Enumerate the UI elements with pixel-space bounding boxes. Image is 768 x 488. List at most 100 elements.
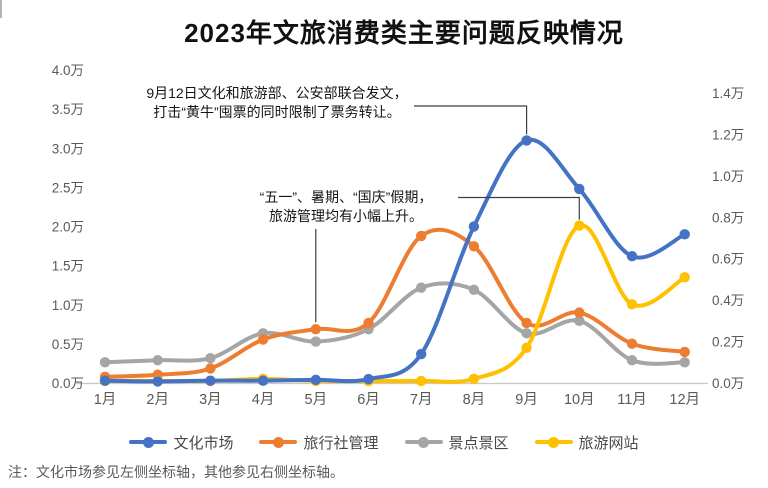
- data-point-travel-websites: [626, 299, 638, 310]
- data-point-culture-market: [152, 376, 163, 387]
- x-axis-label: 6月: [357, 392, 380, 408]
- data-point-travel-websites: [416, 375, 427, 387]
- x-axis-label: 8月: [463, 392, 486, 408]
- x-axis-label: 1月: [94, 392, 117, 408]
- data-point-culture-market: [574, 183, 585, 195]
- legend-label: 旅游网站: [578, 434, 639, 452]
- data-point-travel-agency: [626, 338, 638, 349]
- x-axis-label: 12月: [669, 392, 700, 408]
- x-axis-label: 9月: [515, 392, 538, 408]
- legend-dot-icon: [272, 436, 284, 448]
- data-point-scenic-spots: [574, 315, 585, 327]
- data-point-scenic-spots: [205, 352, 216, 364]
- legend-item-scenic-spots: 景点景区: [404, 432, 509, 453]
- legend-marker-icon: [259, 436, 298, 448]
- y-axis-label-right: 0.4万: [712, 293, 744, 308]
- data-point-culture-market: [468, 221, 480, 232]
- legend-marker-icon: [129, 436, 168, 448]
- legend-label: 景点景区: [448, 434, 509, 452]
- legend-label: 文化市场: [173, 434, 234, 452]
- x-axis-label: 5月: [305, 392, 328, 408]
- data-point-travel-websites: [521, 342, 532, 353]
- data-point-travel-agency: [521, 317, 532, 329]
- data-point-culture-market: [205, 375, 216, 386]
- y-axis-label-right: 0.2万: [712, 335, 744, 350]
- data-point-scenic-spots: [468, 284, 480, 295]
- y-axis-label-left: 3.5万: [52, 102, 84, 117]
- series-line-culture-market: [103, 137, 687, 384]
- y-axis-label-left: 2.0万: [52, 220, 84, 235]
- data-point-scenic-spots: [416, 282, 427, 293]
- y-axis-label-left: 1.0万: [52, 298, 84, 313]
- data-point-scenic-spots: [310, 336, 321, 347]
- y-axis-label-left: 0.0万: [52, 376, 84, 391]
- series-line-travel-websites: [103, 223, 687, 384]
- legend-label: 旅行社管理: [303, 434, 379, 452]
- y-axis-label-right: 0.8万: [712, 210, 744, 225]
- data-point-travel-agency: [205, 363, 216, 374]
- data-point-scenic-spots: [679, 357, 690, 368]
- y-axis-label-right: 1.4万: [712, 86, 744, 101]
- annotation-holidays-line-2: 旅游管理均有小幅上升。: [269, 208, 423, 224]
- y-axis-label-left: 3.0万: [52, 141, 84, 156]
- x-axis-label: 11月: [617, 392, 647, 408]
- data-point-culture-market: [363, 373, 374, 385]
- y-axis-label-right: 0.0万: [712, 376, 744, 391]
- series-line-travel-agency: [103, 227, 687, 379]
- y-axis-label-right: 0.6万: [712, 252, 744, 267]
- x-axis-label: 4月: [252, 392, 275, 408]
- data-point-travel-agency: [416, 230, 427, 242]
- legend-dot-icon: [142, 436, 154, 448]
- data-point-travel-agency: [574, 307, 585, 318]
- data-point-scenic-spots: [152, 355, 163, 366]
- annotation-policy-line-1: 9月12日文化和旅游部、公安部联合发文，: [146, 85, 408, 101]
- data-point-travel-agency: [363, 317, 374, 329]
- data-point-travel-agency: [310, 323, 321, 335]
- data-point-travel-agency: [679, 346, 690, 358]
- data-point-travel-websites: [679, 272, 690, 283]
- data-point-scenic-spots: [626, 355, 638, 366]
- data-point-culture-market: [521, 135, 532, 146]
- data-point-culture-market: [416, 348, 427, 360]
- data-point-culture-market: [257, 375, 269, 386]
- data-point-culture-market: [99, 375, 111, 386]
- data-point-scenic-spots: [521, 328, 532, 339]
- data-point-culture-market: [626, 251, 638, 262]
- legend-dot-icon: [418, 436, 429, 448]
- x-axis-label: 10月: [564, 392, 595, 408]
- legend-dot-icon: [548, 436, 560, 448]
- annotation-holidays-line-1: “五一”、暑期、“国庆”假期，: [259, 189, 433, 205]
- legend-marker-icon: [404, 436, 443, 448]
- y-axis-label-right: 1.0万: [712, 169, 744, 184]
- leader-holiday-to-oct-peak: [458, 196, 580, 220]
- footnote: 注：文化市场参见左侧坐标轴，其他参见右侧坐标轴。: [8, 464, 344, 480]
- y-axis-label-left: 0.5万: [52, 337, 84, 352]
- y-axis-label-right: 1.2万: [712, 127, 744, 142]
- data-point-culture-market: [679, 229, 690, 240]
- legend-item-culture-market: 文化市场: [129, 432, 233, 453]
- data-point-culture-market: [310, 374, 321, 386]
- leader-policy-to-sep-peak: [414, 105, 528, 135]
- data-point-travel-websites: [468, 373, 480, 385]
- legend-item-travel-websites: 旅游网站: [534, 432, 639, 453]
- data-point-travel-agency: [257, 334, 269, 345]
- chart-legend: 文化市场 旅行社管理 景点景区 旅游网站: [0, 432, 768, 452]
- x-axis-label: 3月: [199, 392, 222, 408]
- x-axis-label: 2月: [146, 392, 169, 408]
- chart-title: 2023年文旅消费类主要问题反映情况: [184, 18, 624, 48]
- y-axis-label-left: 2.5万: [52, 180, 84, 195]
- screen-edge-artifact: [0, 0, 2, 18]
- annotation-policy-line-2: 打击“黄牛”囤票的同时限制了票务转让。: [153, 104, 401, 120]
- data-point-travel-agency: [468, 241, 480, 252]
- annotation-holidays: “五一”、暑期、“国庆”假期， 旅游管理均有小幅上升。: [205, 188, 487, 226]
- data-point-scenic-spots: [99, 357, 111, 368]
- legend-marker-icon: [534, 436, 573, 448]
- legend-item-travel-agency: 旅行社管理: [259, 432, 379, 453]
- y-axis-label-left: 4.0万: [52, 63, 84, 78]
- x-axis-label: 7月: [410, 392, 433, 408]
- annotation-policy: 9月12日文化和旅游部、公安部联合发文， 打击“黄牛”囤票的同时限制了票务转让。: [97, 84, 457, 122]
- y-axis-label-left: 1.5万: [52, 259, 84, 274]
- data-point-travel-websites: [574, 220, 585, 231]
